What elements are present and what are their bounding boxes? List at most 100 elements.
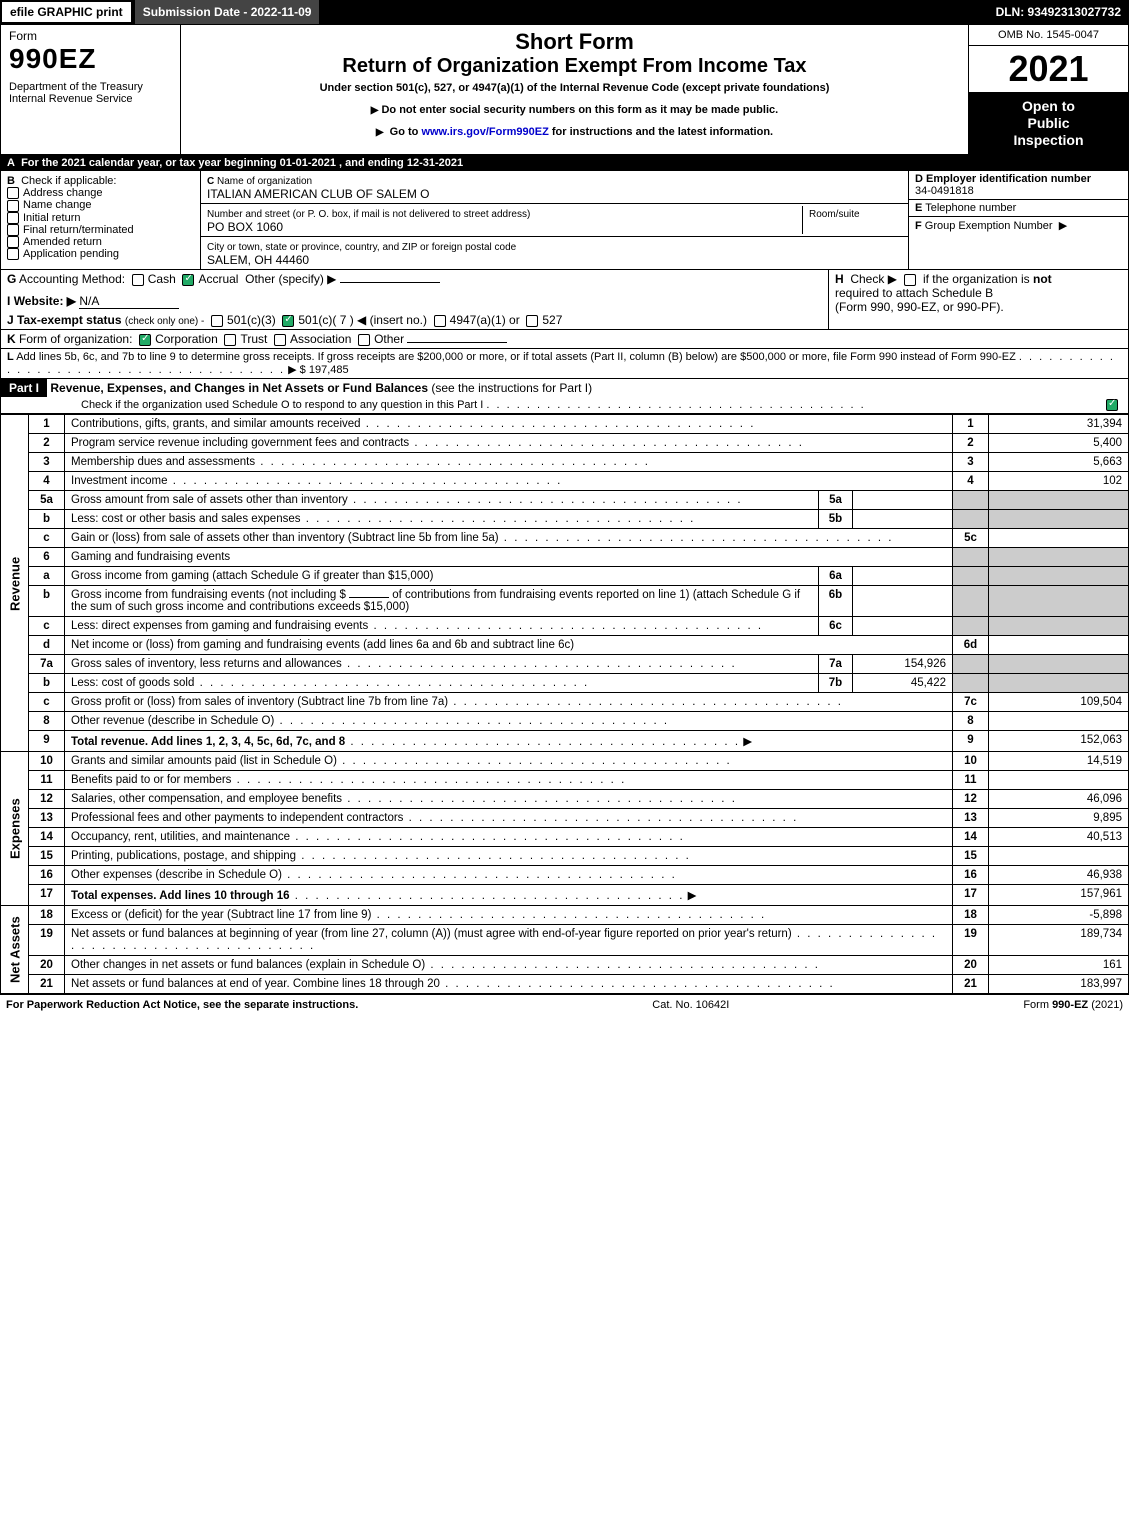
line-desc: Net income or (loss) from gaming and fun… [71, 639, 574, 651]
checkbox-corporation[interactable] [139, 334, 151, 346]
line-num: 11 [29, 771, 65, 790]
line-rnum: 9 [953, 731, 989, 752]
line-desc: Other expenses (describe in Schedule O) [71, 869, 282, 881]
line-desc: Excess or (deficit) for the year (Subtra… [71, 909, 371, 921]
form-label: Form [9, 29, 172, 43]
checkbox-527[interactable] [526, 315, 538, 327]
line-rnum: 17 [953, 885, 989, 906]
sub-num: 5b [819, 510, 853, 529]
section-d: D Employer identification number 34-0491… [909, 171, 1128, 200]
line-amt [989, 847, 1129, 866]
table-row: 8 Other revenue (describe in Schedule O)… [1, 712, 1129, 731]
line-num: 3 [29, 453, 65, 472]
checkbox-501c3[interactable] [211, 315, 223, 327]
line-num: 14 [29, 828, 65, 847]
line-desc: Less: direct expenses from gaming and fu… [71, 620, 368, 632]
table-row: c Gross profit or (loss) from sales of i… [1, 693, 1129, 712]
line-rnum: 21 [953, 975, 989, 994]
topbar-spacer [321, 0, 987, 24]
table-row: 14 Occupancy, rent, utilities, and maint… [1, 828, 1129, 847]
footer-right-form: 990-EZ [1052, 999, 1088, 1011]
line-desc: Less: cost or other basis and sales expe… [71, 513, 301, 525]
line-amt: 152,063 [989, 731, 1129, 752]
footer-mid: Cat. No. 10642I [652, 999, 729, 1011]
table-row: c Gain or (loss) from sale of assets oth… [1, 529, 1129, 548]
netassets-vertical-label: Net Assets [1, 906, 29, 994]
title-return: Return of Organization Exempt From Incom… [189, 55, 960, 78]
checkbox-not-required-sched-b[interactable] [904, 274, 916, 286]
opt-final-return: Final return/terminated [23, 224, 134, 236]
section-b: B Check if applicable: Address change Na… [1, 171, 201, 269]
sub-num: 6b [819, 586, 853, 617]
form-header: Form 990EZ Department of the Treasury In… [0, 24, 1129, 155]
line-l-text: Add lines 5b, 6c, and 7b to line 9 to de… [16, 351, 1016, 363]
checkbox-amended[interactable] [7, 236, 19, 248]
part1-note: (see the instructions for Part I) [431, 381, 592, 395]
label-a: A [7, 157, 15, 169]
checkbox-app-pending[interactable] [7, 248, 19, 260]
ein-value: 34-0491818 [915, 185, 974, 197]
open-line3: Inspection [1013, 132, 1083, 148]
irs-link[interactable]: www.irs.gov/Form990EZ [421, 126, 548, 138]
h-not: not [1033, 272, 1052, 286]
line-amt [989, 529, 1129, 548]
gray-cell [953, 491, 989, 510]
line-amt: 31,394 [989, 415, 1129, 434]
checkbox-initial-return[interactable] [7, 212, 19, 224]
table-row: 5a Gross amount from sale of assets othe… [1, 491, 1129, 510]
line-num: b [29, 674, 65, 693]
line-rnum: 7c [953, 693, 989, 712]
checkbox-501c[interactable] [282, 315, 294, 327]
line-amt [989, 771, 1129, 790]
checkbox-other-org[interactable] [358, 334, 370, 346]
label-g: G [7, 272, 16, 286]
accounting-method-label: Accounting Method: [19, 272, 125, 286]
opt-501c: 501(c)( 7 ) ◀ (insert no.) [298, 313, 427, 327]
checkbox-accrual[interactable] [182, 274, 194, 286]
section-c: C Name of organization ITALIAN AMERICAN … [201, 171, 908, 269]
table-row: 13 Professional fees and other payments … [1, 809, 1129, 828]
opt-other-org: Other [374, 332, 404, 346]
line-num: 6 [29, 548, 65, 567]
line-amt [989, 636, 1129, 655]
arrow-icon [376, 126, 387, 138]
checkbox-trust[interactable] [224, 334, 236, 346]
section-i: I Website: ▶ N/A [7, 294, 822, 309]
open-public: Open to Public Inspection [969, 92, 1128, 154]
checkbox-final-return[interactable] [7, 224, 19, 236]
line-desc: Contributions, gifts, grants, and simila… [71, 418, 361, 430]
sub-amt: 45,422 [853, 674, 953, 693]
open-line2: Public [1027, 115, 1069, 131]
line-desc: Other changes in net assets or fund bala… [71, 959, 425, 971]
line-rnum: 14 [953, 828, 989, 847]
other-org-line [407, 342, 507, 343]
part1-check-row: Check if the organization used Schedule … [1, 397, 1128, 413]
sub-amt [853, 586, 953, 617]
sub-amt [853, 567, 953, 586]
line-num: 21 [29, 975, 65, 994]
subtitle: Under section 501(c), 527, or 4947(a)(1)… [189, 82, 960, 94]
line-amt: 157,961 [989, 885, 1129, 906]
line-desc: Investment income [71, 475, 168, 487]
table-row: Expenses 10 Grants and similar amounts p… [1, 752, 1129, 771]
line-desc: Printing, publications, postage, and shi… [71, 850, 296, 862]
checkbox-address-change[interactable] [7, 187, 19, 199]
checkbox-name-change[interactable] [7, 200, 19, 212]
opt-address-change: Address change [23, 187, 103, 199]
line-amt: 40,513 [989, 828, 1129, 847]
table-row: b Less: cost of goods sold 7b 45,422 [1, 674, 1129, 693]
street-block: Number and street (or P. O. box, if mail… [201, 204, 908, 237]
table-row: 12 Salaries, other compensation, and emp… [1, 790, 1129, 809]
checkbox-schedule-o-part1[interactable] [1106, 399, 1118, 411]
opt-527: 527 [542, 313, 562, 327]
table-row: d Net income or (loss) from gaming and f… [1, 636, 1129, 655]
h-text3: required to attach Schedule B [835, 286, 993, 300]
checkbox-association[interactable] [274, 334, 286, 346]
checkbox-cash[interactable] [132, 274, 144, 286]
checkbox-4947[interactable] [434, 315, 446, 327]
line-rnum: 19 [953, 925, 989, 956]
street-label: Number and street (or P. O. box, if mail… [207, 209, 530, 220]
gross-receipts-amount: $ 197,485 [300, 364, 349, 376]
label-f: F [915, 220, 922, 232]
opt-4947: 4947(a)(1) or [450, 313, 520, 327]
